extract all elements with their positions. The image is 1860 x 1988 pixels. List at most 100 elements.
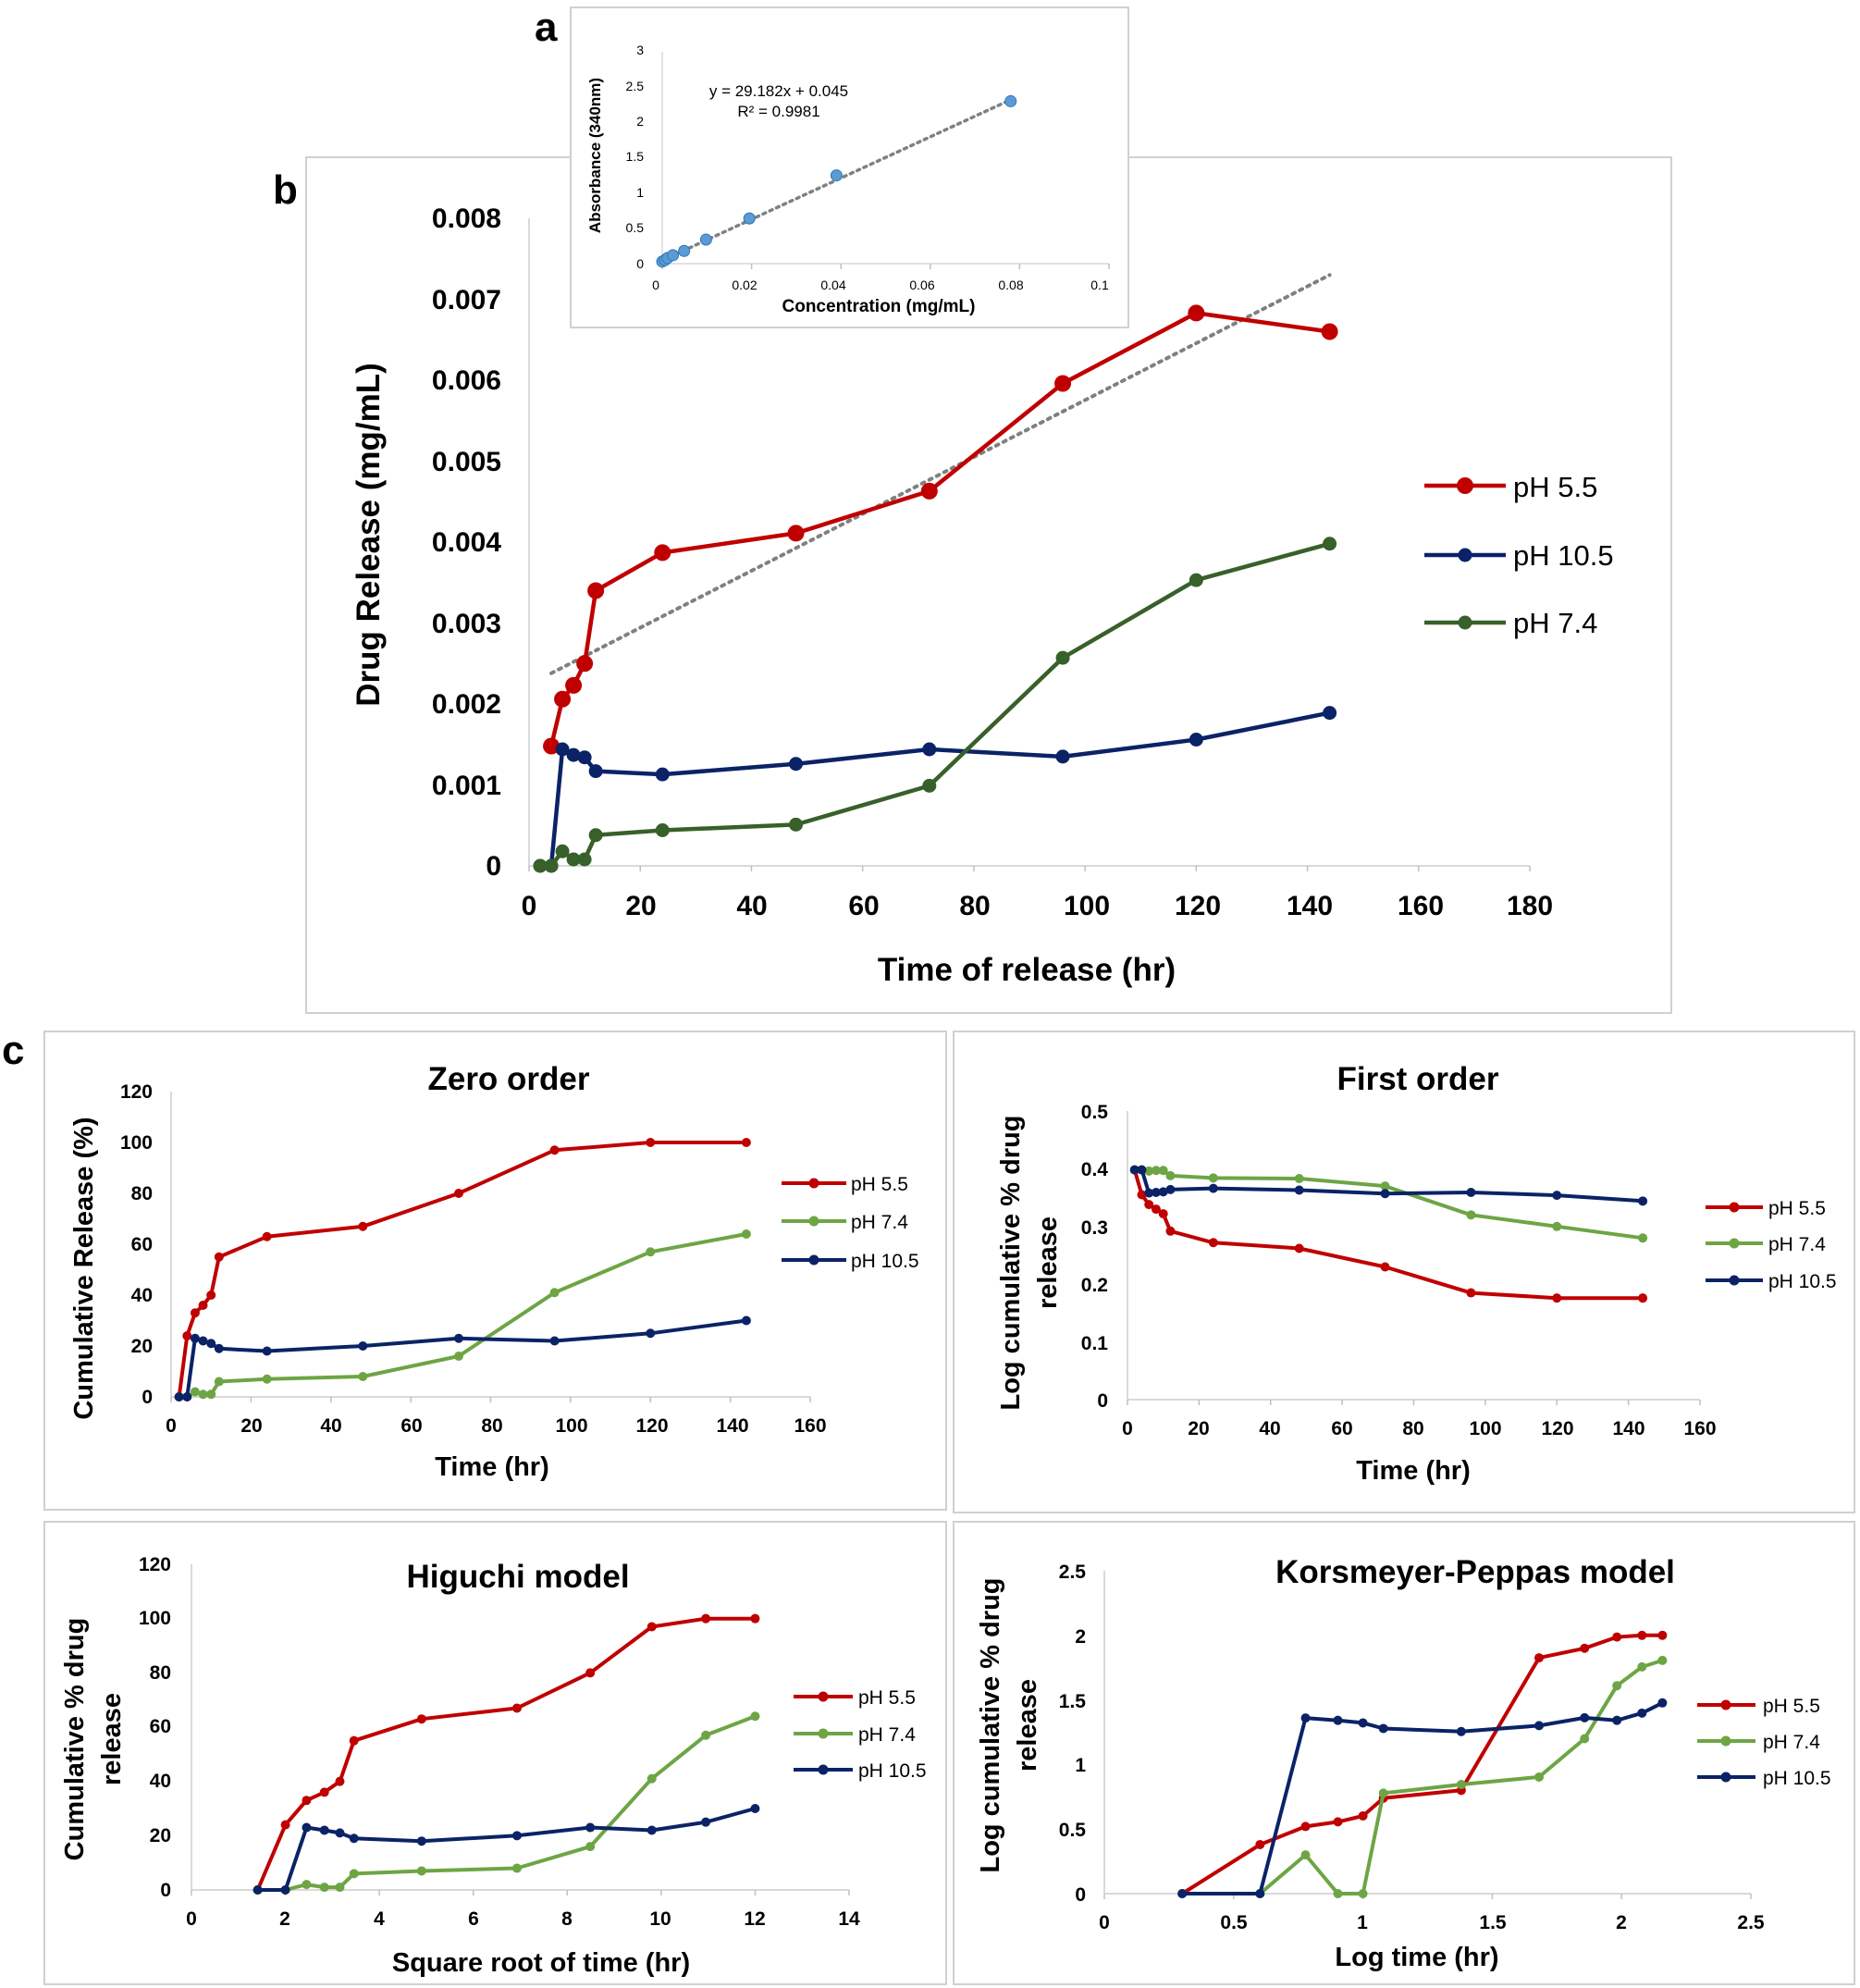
higuchi-series-point-0	[319, 1787, 329, 1797]
b-xtick: 140	[1287, 891, 1333, 921]
higuchi-legend-label: pH 5.5	[858, 1687, 916, 1709]
zero-ytick: 60	[131, 1234, 153, 1255]
higuchi-series-point-1	[416, 1866, 426, 1876]
zero-ytick: 0	[142, 1387, 153, 1408]
panel-higuchi-frame	[43, 1521, 947, 1985]
zero-legend-marker	[808, 1178, 819, 1189]
first-ytick: 0.5	[1081, 1102, 1109, 1123]
higuchi-series-point-2	[701, 1817, 711, 1827]
b-series-point-2	[577, 852, 592, 867]
kp-ytick: 2	[1075, 1626, 1086, 1648]
b-xtick: 100	[1064, 891, 1110, 921]
kp-x-ticks: 0 0.5 1 1.5 2 2.5	[1099, 1912, 1765, 1933]
b-series-point-1	[1189, 733, 1203, 747]
a-ytick: 1.5	[626, 149, 645, 164]
b-series-point-1	[789, 757, 804, 772]
b-ytick: 0.004	[432, 527, 501, 558]
b-xtick: 0	[522, 891, 537, 921]
higuchi-ytick: 80	[150, 1662, 171, 1684]
first-series-point-2	[1552, 1191, 1562, 1201]
b-series-point-1	[588, 764, 603, 779]
b-legend-marker	[1458, 615, 1472, 630]
b-ylabel: Drug Release (mg/mL)	[351, 363, 387, 706]
b-series-point-1	[655, 767, 670, 782]
first-series-point-0	[1466, 1288, 1476, 1298]
a-ytick: 2.5	[626, 79, 645, 93]
kp-legend-marker	[1720, 1735, 1731, 1747]
higuchi-ytick: 20	[150, 1825, 171, 1846]
chart-b-y-ticks: 0 0.001 0.002 0.003 0.004 0.005 0.006 0.…	[432, 204, 501, 882]
higuchi-series-point-2	[335, 1828, 345, 1838]
kp-legend-marker	[1720, 1772, 1731, 1783]
b-series-point-0	[1321, 323, 1338, 340]
b-ytick: 0.002	[432, 689, 501, 720]
higuchi-series-point-0	[750, 1613, 760, 1624]
b-legend-marker	[1458, 548, 1472, 562]
higuchi-ytick: 120	[139, 1554, 171, 1575]
b-series-point-2	[1055, 650, 1070, 665]
b-series-point-0	[920, 482, 938, 500]
a-data-point	[1004, 94, 1017, 107]
higuchi-series-point-0	[280, 1820, 290, 1830]
zero-xtick: 40	[320, 1415, 341, 1437]
kp-series-point-1	[1333, 1889, 1343, 1898]
a-data-point	[667, 249, 680, 262]
a-ytick: 0	[636, 256, 644, 271]
zero-series-point-0	[549, 1145, 560, 1155]
zero-series-point-2	[358, 1341, 368, 1351]
b-series-point-2	[1323, 537, 1337, 551]
first-series-point-2	[1158, 1187, 1168, 1197]
a-ylabel: Absorbance (340nm)	[586, 78, 604, 233]
first-xtick: 160	[1683, 1418, 1716, 1439]
kp-series-point-1	[1612, 1681, 1622, 1691]
b-series-point-1	[555, 742, 570, 757]
higuchi-legend-marker	[818, 1728, 829, 1739]
kp-series-point-0	[1358, 1810, 1368, 1821]
b-ytick: 0.005	[432, 447, 501, 477]
first-xtick: 80	[1402, 1418, 1423, 1439]
zero-series-point-1	[214, 1377, 224, 1387]
b-xtick: 20	[625, 891, 656, 921]
b-legend-label: pH 10.5	[1513, 539, 1614, 572]
kp-legend-label: pH 7.4	[1763, 1732, 1820, 1753]
higuchi-series-point-0	[302, 1796, 312, 1806]
higuchi-xtick: 14	[838, 1908, 860, 1930]
zero-legend-marker	[808, 1254, 819, 1266]
b-series-point-1	[1055, 749, 1070, 764]
b-ytick: 0.006	[432, 365, 501, 396]
first-xtick: 20	[1188, 1418, 1209, 1439]
b-series-point-2	[1189, 573, 1203, 587]
b-series-point-0	[787, 525, 805, 542]
first-series-point-0	[1294, 1243, 1304, 1253]
b-series-point-2	[789, 817, 804, 832]
higuchi-legend: pH 5.5 pH 7.4 pH 10.5	[794, 1687, 927, 1782]
first-ylabel-line2: release	[1033, 1216, 1063, 1309]
higuchi-series-point-0	[416, 1714, 426, 1724]
a-xtick: 0.02	[732, 278, 757, 292]
higuchi-ylabel-line1: Cumulative % drug	[60, 1618, 90, 1861]
higuchi-ytick: 100	[139, 1608, 171, 1629]
first-series-point-2	[1137, 1165, 1147, 1175]
zero-series-point-2	[182, 1392, 192, 1401]
zero-ytick: 20	[131, 1336, 153, 1357]
first-xtick: 100	[1469, 1418, 1501, 1439]
chart-marks	[170, 52, 1752, 1899]
first-series-point-0	[1165, 1226, 1176, 1236]
b-series-point-2	[655, 823, 670, 837]
zero-series-point-1	[646, 1247, 656, 1257]
kp-legend-marker	[1720, 1699, 1731, 1710]
kp-series-point-0	[1333, 1817, 1343, 1827]
b-series-point-2	[566, 852, 581, 867]
kp-ylabel: Log cumulative % drug release	[976, 1577, 1042, 1872]
a-xtick: 0.06	[909, 278, 934, 292]
first-xtick: 0	[1122, 1418, 1133, 1439]
kp-series-point-1	[1358, 1889, 1368, 1898]
first-series-point-2	[1144, 1188, 1154, 1198]
b-xtick: 40	[736, 891, 767, 921]
b-xtick: 80	[959, 891, 990, 921]
zero-y-ticks: 0 20 40 60 80 100 120	[120, 1081, 153, 1408]
zero-xtick: 0	[166, 1415, 177, 1437]
a-ytick: 2	[636, 114, 644, 129]
zero-title: Zero order	[427, 1061, 589, 1097]
higuchi-x-ticks: 0 2 4 6 8 10 12 14	[186, 1908, 860, 1930]
